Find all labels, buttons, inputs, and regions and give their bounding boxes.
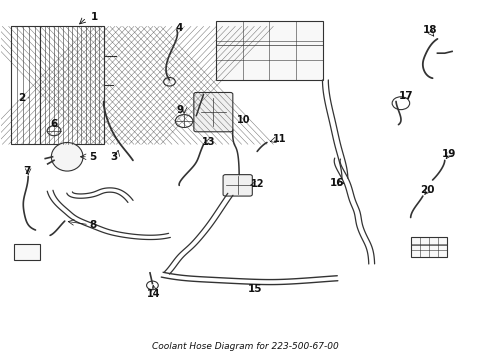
- Text: 5: 5: [89, 152, 97, 162]
- Text: 17: 17: [398, 91, 413, 101]
- Text: 20: 20: [420, 185, 435, 195]
- Bar: [14, 244, 40, 260]
- Bar: [40, 26, 104, 144]
- Text: 13: 13: [202, 137, 215, 147]
- Text: 3: 3: [111, 152, 118, 162]
- Bar: [411, 237, 447, 257]
- Text: 6: 6: [50, 118, 58, 129]
- Text: 15: 15: [247, 284, 262, 294]
- Text: 2: 2: [18, 93, 25, 103]
- Text: 4: 4: [175, 23, 183, 33]
- Text: 18: 18: [423, 25, 438, 35]
- Text: 19: 19: [441, 149, 456, 159]
- FancyBboxPatch shape: [223, 175, 252, 196]
- Text: 16: 16: [329, 178, 344, 188]
- Text: Coolant Hose Diagram for 223-500-67-00: Coolant Hose Diagram for 223-500-67-00: [151, 342, 339, 351]
- FancyBboxPatch shape: [194, 93, 233, 132]
- Text: 9: 9: [176, 105, 184, 115]
- Bar: [216, 21, 323, 80]
- Text: 8: 8: [89, 220, 97, 230]
- Text: 14: 14: [147, 289, 160, 299]
- Text: 10: 10: [237, 115, 251, 125]
- Ellipse shape: [51, 143, 83, 171]
- Text: 11: 11: [273, 134, 287, 144]
- Text: 12: 12: [251, 179, 265, 189]
- Text: 1: 1: [90, 13, 98, 22]
- Bar: [11, 26, 40, 144]
- Text: 7: 7: [23, 166, 30, 176]
